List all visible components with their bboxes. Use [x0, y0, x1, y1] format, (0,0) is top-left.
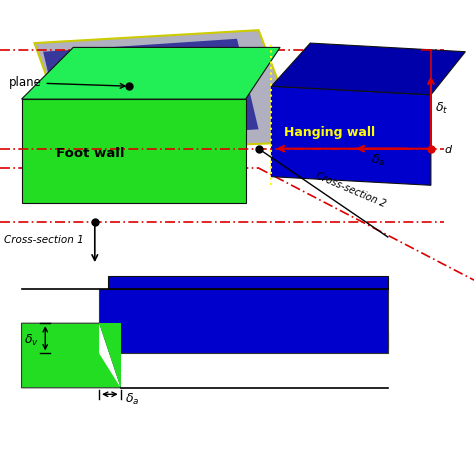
Polygon shape [21, 47, 280, 99]
Polygon shape [21, 323, 121, 388]
Text: $\delta_a$: $\delta_a$ [371, 153, 385, 168]
Polygon shape [99, 323, 121, 388]
Polygon shape [99, 323, 121, 388]
Polygon shape [35, 30, 301, 151]
Text: Cross-section 1: Cross-section 1 [4, 236, 84, 246]
Polygon shape [21, 99, 246, 202]
Text: $\delta_a$: $\delta_a$ [125, 392, 139, 407]
Polygon shape [272, 43, 465, 95]
Polygon shape [108, 276, 388, 293]
Text: plane: plane [9, 76, 125, 89]
Polygon shape [129, 332, 388, 349]
Text: $\delta_v$: $\delta_v$ [24, 333, 38, 348]
Text: Cross-section 2: Cross-section 2 [315, 170, 388, 209]
Polygon shape [99, 289, 388, 353]
Text: Hanging wall: Hanging wall [284, 126, 375, 139]
Text: $\delta_t$: $\delta_t$ [435, 101, 448, 116]
Polygon shape [272, 86, 431, 185]
Polygon shape [43, 39, 258, 142]
Text: $d$: $d$ [444, 143, 453, 155]
Text: Foot wall: Foot wall [56, 147, 125, 160]
